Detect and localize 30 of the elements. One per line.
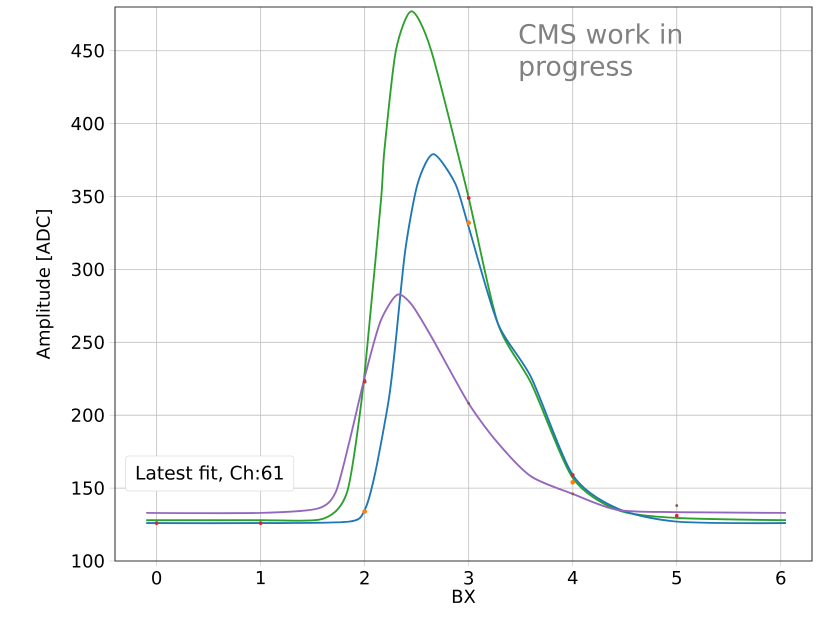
y-tick-label: 250 (72, 335, 104, 350)
point (154, 521, 158, 525)
x-tick-label: 2 (360, 571, 369, 584)
x-tick-label: 1 (256, 571, 265, 584)
point (570, 473, 575, 477)
point (258, 521, 263, 525)
y-tick-label: 200 (72, 408, 104, 422)
point (362, 509, 368, 514)
y-tick-label: 350 (72, 190, 104, 204)
x-axis-title: BX (452, 590, 476, 603)
y-tick-label: 400 (71, 116, 104, 130)
x-tick-label: 5 (672, 571, 681, 584)
point (675, 504, 678, 507)
annotation: CMS work in progress (520, 23, 682, 82)
point (466, 196, 471, 200)
point (466, 220, 472, 226)
x-tick-label: 3 (464, 571, 473, 585)
point (467, 402, 470, 405)
y-tick-label: 300 (72, 262, 104, 276)
x-tick-label: 6 (776, 571, 786, 585)
y-axis-title: Amplitude [ADC] (36, 210, 54, 360)
point (571, 492, 574, 496)
x-tick-label: 0 (152, 571, 162, 585)
point (674, 514, 679, 518)
y-tick-label: 450 (71, 44, 104, 58)
point (570, 480, 576, 485)
x-tick-label: 4 (568, 571, 578, 584)
annotation: Latest fit, Ch:61 (136, 465, 283, 482)
y-tick-label: 150 (72, 481, 104, 495)
y-tick-label: 100 (72, 554, 104, 568)
